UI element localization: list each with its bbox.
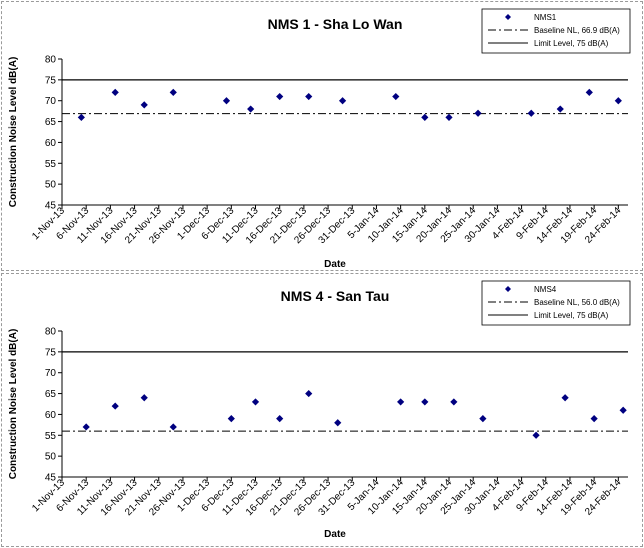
data-point: [334, 419, 342, 427]
legend-label: Baseline NL, 56.0 dB(A): [534, 298, 620, 307]
data-point: [614, 97, 622, 105]
data-point: [276, 415, 284, 423]
legend-label: NMS4: [534, 285, 557, 294]
data-point: [590, 415, 598, 423]
y-tick-label: 45: [45, 473, 57, 484]
data-point: [532, 431, 540, 439]
chart-title: NMS 4 - San Tau: [281, 288, 390, 304]
y-tick-label: 75: [45, 347, 57, 358]
y-tick-label: 60: [45, 138, 57, 149]
data-point: [169, 423, 177, 431]
data-point: [421, 398, 429, 406]
data-point: [82, 423, 90, 431]
y-tick-label: 70: [45, 368, 57, 379]
chart-panel-nms1: NMS 1 - Sha Lo Wan 45 50 55 60 65 70 75 80 1-Nov-…: [1, 1, 643, 271]
data-point: [111, 402, 119, 410]
data-point: [397, 398, 405, 406]
x-axis-title: Date: [324, 529, 346, 540]
data-point: [561, 394, 569, 402]
legend-label: Limit Level, 75 dB(A): [534, 311, 609, 320]
y-tick-label: 65: [45, 117, 57, 128]
chart-title: NMS 1 - Sha Lo Wan: [268, 16, 403, 32]
legend-label: NMS1: [534, 13, 557, 22]
y-tick-label: 80: [45, 327, 57, 338]
data-point: [222, 97, 231, 105]
data-point: [450, 398, 458, 406]
y-tick-label: 70: [45, 96, 57, 107]
data-point: [251, 398, 260, 406]
y-tick-label: 60: [45, 410, 57, 421]
y-tick-label: 50: [45, 180, 57, 191]
data-point: [527, 109, 535, 117]
y-tick-label: 55: [45, 159, 57, 170]
data-point: [111, 88, 119, 96]
data-point: [619, 406, 627, 414]
chart-nms4: NMS 4 - San Tau45505560657075801-Nov-136…: [8, 280, 631, 540]
chart-panel-nms4: NMS 4 - San Tau 45 50 55 60 65 70 75 80 1-Nov-13 6…: [1, 273, 643, 547]
y-tick-label: 45: [45, 201, 57, 212]
data-point: [247, 105, 255, 113]
data-point: [474, 109, 482, 117]
y-tick-label: 80: [45, 55, 57, 66]
data-point: [305, 389, 313, 398]
data-point: [276, 92, 284, 101]
data-point: [338, 97, 347, 105]
data-point: [421, 113, 429, 121]
y-tick-label: 75: [45, 75, 57, 86]
y-axis-title: Construction Noise Level dB(A): [8, 329, 19, 480]
data-point: [445, 113, 453, 121]
data-point: [227, 415, 235, 423]
chart-nms1: NMS 1 - Sha Lo Wan45505560657075801-Nov-…: [8, 8, 631, 270]
legend-label: Baseline NL, 66.9 dB(A): [534, 26, 620, 35]
legend-label: Limit Level, 75 dB(A): [534, 39, 609, 48]
data-point: [305, 92, 313, 101]
y-tick-label: 55: [45, 431, 57, 442]
data-point: [169, 88, 177, 96]
legend-marker: [505, 286, 511, 292]
y-axis-title: Construction Noise Level dB(A): [8, 57, 19, 208]
data-point: [585, 88, 593, 96]
data-point: [479, 415, 487, 423]
data-point: [556, 105, 564, 113]
data-point: [140, 101, 148, 109]
legend-marker: [505, 14, 511, 20]
y-tick-label: 65: [45, 389, 57, 400]
data-point: [140, 394, 148, 402]
data-point: [77, 113, 85, 121]
data-point: [392, 92, 400, 101]
x-axis-title: Date: [324, 259, 346, 270]
y-tick-label: 50: [45, 452, 57, 463]
